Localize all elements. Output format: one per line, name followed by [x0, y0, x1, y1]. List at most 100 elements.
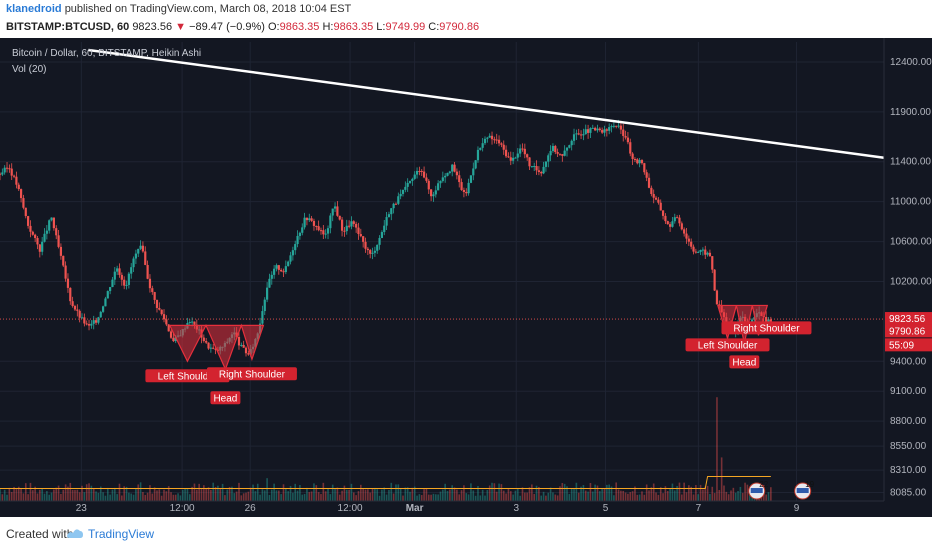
volume-bar [242, 493, 245, 501]
pattern-label-left-shoulder: Left Shoulder [698, 340, 758, 351]
volume-bar [132, 494, 135, 501]
volume-bar [439, 491, 442, 501]
volume-bar [235, 491, 238, 501]
volume-bar [517, 488, 519, 501]
candle [490, 135, 494, 140]
candle [69, 287, 72, 302]
volume-bar [146, 492, 149, 501]
volume-bar [90, 485, 93, 501]
candle [301, 227, 304, 233]
candle [413, 174, 416, 179]
candle [158, 307, 161, 310]
candle [617, 125, 620, 127]
candle [434, 190, 437, 195]
close-price-badge: 9790.86 [889, 326, 926, 337]
volume-bar [420, 495, 423, 501]
volume-bar [6, 494, 8, 501]
volume-bar [95, 491, 97, 501]
candle [397, 196, 400, 204]
candle [315, 225, 318, 227]
volume-bar [636, 494, 639, 501]
pattern-label-bg [721, 321, 812, 335]
volume-bar [8, 487, 11, 501]
volume-bar [716, 397, 718, 501]
candle [1, 172, 4, 175]
volume-bar [409, 491, 411, 501]
candle [113, 271, 116, 280]
volume-bar [285, 488, 287, 501]
volume-bar [320, 494, 322, 501]
volume-bar [500, 484, 503, 501]
volume-bar [296, 490, 299, 501]
volume-bar [205, 488, 207, 501]
candle [97, 317, 100, 323]
candle [394, 203, 398, 205]
candle [55, 228, 58, 236]
volume-bar [299, 484, 301, 501]
candle [348, 225, 351, 227]
candle [601, 130, 604, 133]
candle [90, 323, 93, 326]
candle [312, 220, 316, 226]
candle [8, 168, 11, 170]
volume-bar [582, 485, 585, 501]
candle [139, 245, 142, 249]
candle [151, 288, 154, 293]
candle [526, 154, 529, 158]
volume-bar [174, 494, 177, 501]
candle [657, 199, 660, 203]
volume-bar [404, 487, 407, 501]
volume-bar [306, 487, 308, 501]
volume-bar [303, 494, 306, 501]
volume-bar [442, 489, 444, 501]
volume-bar [723, 485, 725, 501]
volume-bar [78, 492, 81, 501]
volume-bar [648, 490, 650, 501]
volume-bar [713, 493, 716, 501]
volume-bar [739, 486, 742, 501]
candle [5, 167, 9, 169]
candle [640, 160, 644, 164]
candle [561, 154, 564, 156]
volume-bar [540, 495, 543, 501]
x-tick-label: 7 [696, 503, 702, 514]
volume-bar [495, 491, 498, 501]
y-tick-label: 8550.00 [890, 441, 927, 452]
volume-bar [336, 487, 339, 501]
volume-bar [151, 493, 154, 501]
volume-bar [226, 489, 229, 501]
volume-bar [371, 488, 374, 501]
volume-bar [324, 491, 327, 501]
tradingview-brand[interactable]: TradingView [88, 527, 155, 541]
candle [467, 182, 470, 194]
volume-bar [688, 485, 690, 501]
candle [685, 233, 688, 239]
symbol-label[interactable]: BITSTAMP:BTCUSD, 60 [6, 21, 130, 33]
volume-bar [240, 495, 243, 501]
candle [87, 324, 91, 326]
candle [31, 231, 34, 235]
author-link[interactable]: klanedroid [6, 3, 62, 15]
volume-bar [678, 482, 681, 501]
y-tick-label: 10200.00 [890, 276, 932, 287]
volume-bar [109, 494, 111, 501]
candle [765, 316, 768, 322]
candle [155, 299, 159, 308]
volume-bar [313, 483, 315, 501]
candle [277, 265, 280, 270]
volume-bar [191, 486, 193, 501]
candle [446, 172, 449, 176]
volume-bar [385, 494, 388, 501]
volume-bar [631, 491, 634, 501]
chart-area[interactable]: Left Shoulder Head Right Shoulder Left Shou… [0, 38, 932, 517]
pattern-shape [168, 323, 265, 371]
volume-ma-line [0, 476, 771, 490]
volume-bar [270, 489, 273, 501]
volume-bar [481, 489, 484, 501]
volume-bar [662, 493, 664, 501]
volume-bar [589, 482, 592, 501]
candle [57, 235, 60, 247]
volume-bar [256, 483, 259, 501]
volume-bar [228, 486, 231, 501]
